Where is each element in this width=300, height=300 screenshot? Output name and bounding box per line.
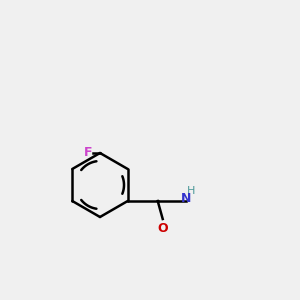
Text: H: H bbox=[187, 186, 195, 196]
Text: N: N bbox=[181, 193, 191, 206]
Text: F: F bbox=[84, 146, 92, 160]
Text: O: O bbox=[158, 223, 168, 236]
